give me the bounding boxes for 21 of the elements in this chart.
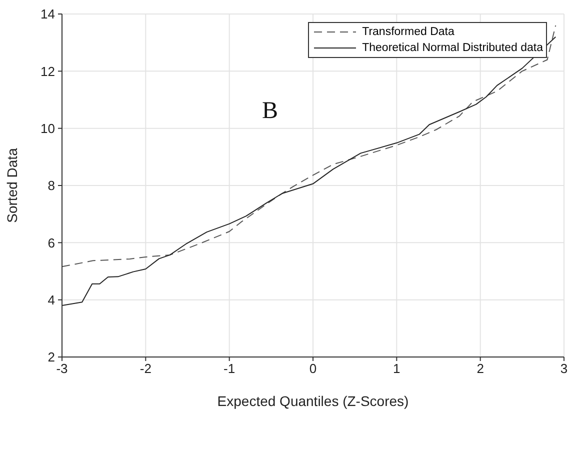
line-series <box>62 36 556 306</box>
y-tick-label: 4 <box>48 292 55 308</box>
y-tick-label: 12 <box>40 64 55 79</box>
x-tick-label: 2 <box>476 361 484 376</box>
x-tick-label: -2 <box>140 361 152 376</box>
y-tick-label: 8 <box>48 178 55 194</box>
legend-label: Theoretical Normal Distributed data <box>362 42 543 54</box>
y-tick-label: 2 <box>48 350 55 365</box>
x-tick-label: 3 <box>560 361 568 376</box>
x-tick-label: 0 <box>309 361 317 376</box>
x-axis-title: Expected Quantiles (Z-Scores) <box>217 393 409 409</box>
legend-label: Transformed Data <box>362 26 454 38</box>
x-tick-label: -1 <box>224 361 236 376</box>
y-tick-label: 6 <box>48 235 55 250</box>
x-tick-label: -3 <box>56 361 68 376</box>
line-series <box>62 24 556 268</box>
x-tick-label: 1 <box>393 361 400 376</box>
y-tick-label: 10 <box>40 120 55 136</box>
y-axis-title: Sorted Data <box>4 148 20 223</box>
annotation: B <box>262 98 278 125</box>
y-tick-label: 14 <box>40 6 55 22</box>
